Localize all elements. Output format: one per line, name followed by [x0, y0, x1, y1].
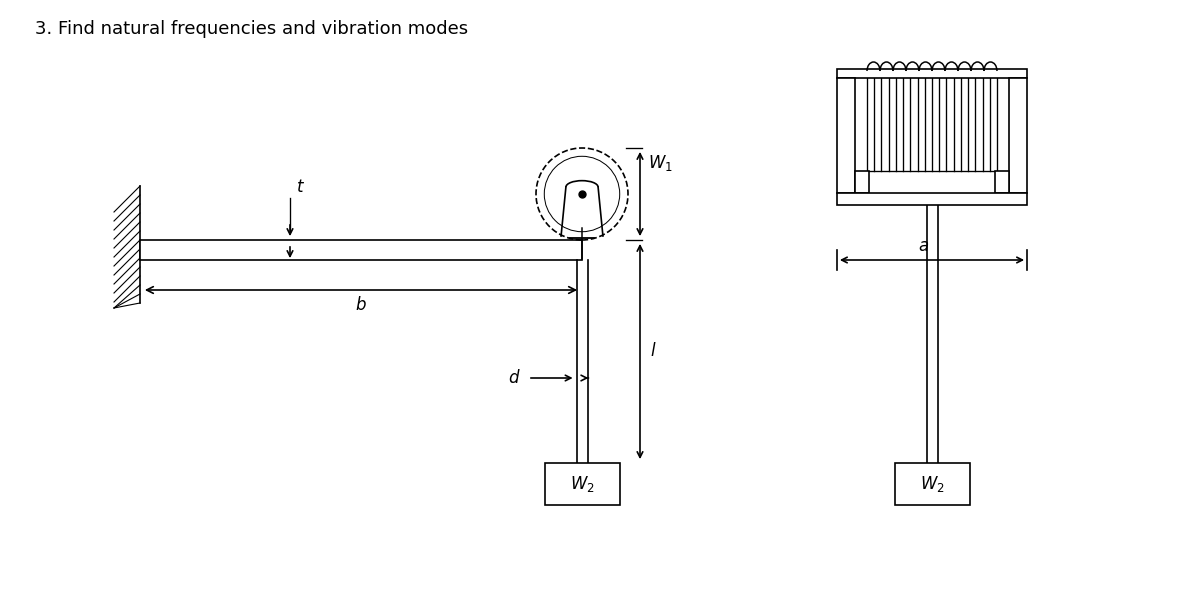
Bar	[837, 193, 1027, 205]
Bar	[544, 463, 620, 505]
Text: $t$: $t$	[296, 178, 306, 196]
Text: $d$: $d$	[509, 369, 522, 387]
Bar	[856, 171, 868, 193]
Text: $W_2$: $W_2$	[570, 474, 595, 494]
Text: $a$: $a$	[918, 237, 930, 255]
Text: $b$: $b$	[355, 296, 367, 314]
Bar	[837, 78, 856, 193]
Bar	[1009, 78, 1027, 193]
Text: 3. Find natural frequencies and vibration modes: 3. Find natural frequencies and vibratio…	[35, 20, 468, 38]
Bar	[837, 69, 1027, 78]
Text: $W_2$: $W_2$	[919, 474, 944, 494]
Bar	[894, 463, 970, 505]
Bar	[995, 171, 1009, 193]
Text: $l$: $l$	[650, 342, 656, 361]
Text: $W_1$: $W_1$	[648, 153, 673, 173]
Bar	[140, 240, 582, 260]
